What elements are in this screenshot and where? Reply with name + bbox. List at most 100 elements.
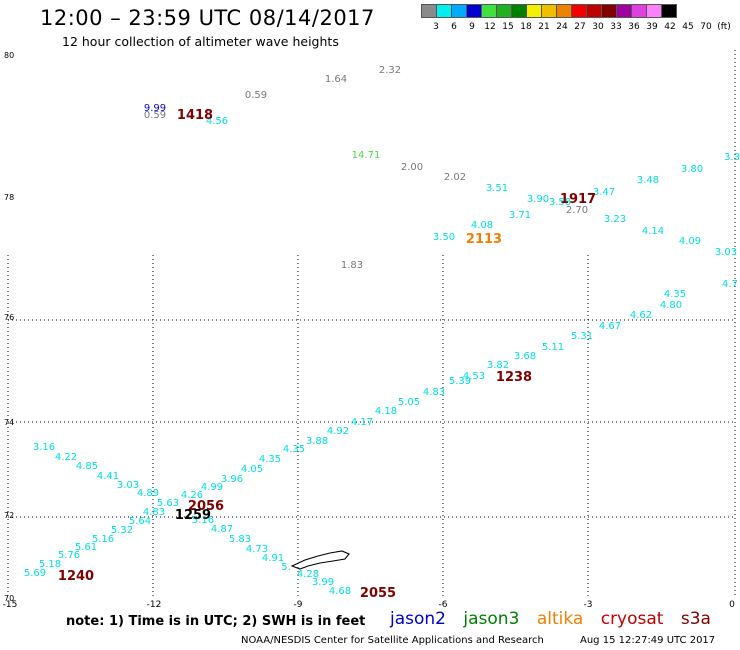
pass-time-label: 1238 [496,370,532,385]
wave-height-value: 4.56 [206,116,228,127]
wave-height-value: 4.91 [262,553,284,564]
wave-height-value: 2.00 [401,162,423,173]
wave-height-value: 4.53 [463,371,485,382]
wave-height-value: 3.3 [724,152,740,163]
wave-height-value: 3.23 [604,214,626,225]
wave-height-value: 4.35 [283,444,305,455]
lon-label-m15: -15 [2,600,18,610]
wave-height-value: 3.58 [549,197,571,208]
wave-height-value: 3.03 [117,480,139,491]
wave-height-value: 3.03 [715,247,737,258]
wave-height-value: 5.61 [75,542,97,553]
wave-height-value: 4.83 [143,507,165,518]
legend-label: 18 [520,22,532,32]
island-coastline [290,550,350,570]
wave-height-value: 9.99 [144,103,166,114]
wave-height-value: 5.05 [398,397,420,408]
wave-height-value: 5.18 [39,559,61,570]
pass-time-label: 2113 [466,232,502,247]
legend-label: 39 [646,22,658,32]
wave-height-value: 4.87 [211,524,233,535]
wave-height-value: 3.80 [681,164,703,175]
wave-height-value: 5.83 [229,534,251,545]
wave-height-value: 4.05 [241,464,263,475]
sat-altika: altika [536,609,584,629]
credit-line: NOAA/NESDIS Center for Satellite Applica… [241,635,544,646]
wave-height-value: 3.50 [433,232,455,243]
wave-height-value: 4.7 [722,279,738,290]
legend-label: 42 [664,22,676,32]
wave-height-value: 3.90 [527,194,549,205]
wave-height-value: 5.16 [92,534,114,545]
wave-height-value: 5.64 [129,516,151,527]
wave-height-value: 4.26 [181,490,203,501]
wave-height-value: 4.89 [137,488,159,499]
sat-jason3: jason3 [463,609,520,629]
wave-height-value: 5.31 [571,331,593,342]
wave-height-value: 0.59 [144,110,166,121]
wave-height-value: 1.64 [325,74,347,85]
legend-label: 3 [433,22,439,32]
wave-height-value: 5. [281,562,291,573]
footer-note: note: 1) Time is in UTC; 2) SWH is in fe… [66,614,366,629]
wave-height-value: 1.83 [341,260,363,271]
wave-height-value: 5.69 [24,568,46,579]
wave-height-value: 4.08 [471,220,493,231]
wave-height-value: 4.17 [351,417,373,428]
wave-height-value: 3.47 [593,187,615,198]
color-scale-legend: 3 6 9 12 15 18 21 24 27 30 33 36 39 42 45 70 (ft) [421,4,731,32]
wave-height-value: 3.68 [514,351,536,362]
sat-jason2: jason2 [390,609,446,629]
legend-label: 36 [628,22,640,32]
lat-label-76: 76 [4,313,15,322]
lat-label-78: 78 [4,193,15,202]
satellite-legend: jason2 jason3 altika cryosat s3a [390,609,723,629]
legend-label: 33 [610,22,622,32]
wave-height-values: 2.321.640.599.990.594.5614.712.002.023.5… [24,65,740,597]
graticule-grid [7,50,736,598]
wave-height-value: 4.18 [375,406,397,417]
wave-height-value: 4.35 [259,454,281,465]
wave-height-value: 4.85 [76,461,98,472]
pass-time-label: 1259 [175,508,211,523]
wave-height-value: 4.92 [327,426,349,437]
pass-time-label: 1240 [58,569,94,584]
legend-swatch [661,4,677,18]
legend-label: 15 [502,22,514,32]
sat-cryosat: cryosat [600,609,664,629]
lon-label-0: 0 [729,600,735,610]
lon-label-m3: -3 [583,600,593,610]
page-title: 12:00 – 23:59 UTC 08/14/2017 [40,6,375,30]
wave-height-value: 5.16 [192,515,214,526]
lat-label-74: 74 [4,418,15,427]
generated-timestamp: Aug 15 12:27:49 UTC 2017 [580,635,716,646]
wave-height-value: 2.70 [566,205,588,216]
lat-label-80: 80 [4,51,15,60]
legend-label: 6 [451,22,457,32]
wave-height-value: 4.28 [297,569,319,580]
wave-height-value: 3.99 [312,577,334,588]
pass-time-label: 1917 [560,192,596,207]
legend-label: 12 [484,22,496,32]
wave-height-value: 3.71 [509,210,531,221]
wave-height-value: 3.88 [306,436,328,447]
wave-height-value: 4.80 [660,300,682,311]
wave-height-value: 4.68 [329,586,351,597]
wave-height-value: 4.09 [679,236,701,247]
wave-height-value: 14.71 [352,150,381,161]
lon-label-m9: -9 [293,600,303,610]
pass-time-label: 1418 [177,108,213,123]
legend-labels: 3 6 9 12 15 18 21 24 27 30 33 36 39 42 45 70 (ft) [421,22,740,34]
pass-time-label: 2056 [188,499,224,514]
sat-s3a: s3a [680,609,711,629]
legend-label: 24 [556,22,568,32]
page-subtitle: 12 hour collection of altimeter wave hei… [62,34,339,49]
wave-height-value: 4.41 [97,471,119,482]
legend-label: 27 [574,22,586,32]
wave-height-value: 4.22 [55,452,77,463]
wave-height-value: 0.59 [245,90,267,101]
wave-height-value: 4.35 [664,289,686,300]
